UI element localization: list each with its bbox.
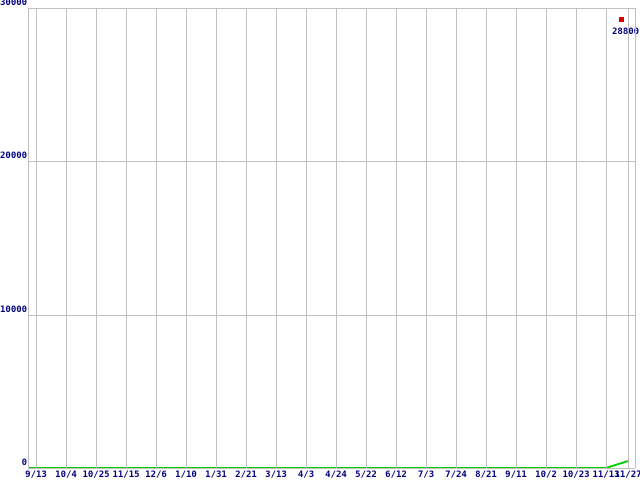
vertical-gridline — [126, 8, 127, 468]
x-axis-tick-label: 3/13 — [265, 470, 287, 480]
x-axis-tick-label: 10/23 — [562, 470, 590, 480]
x-axis-tick-label: 8/21 — [475, 470, 497, 480]
x-axis-tick-label: 2/21 — [235, 470, 257, 480]
x-axis-tick-label: 7/24 — [445, 470, 467, 480]
y-axis-tick-label: 10000 — [0, 305, 28, 315]
x-axis-tick-label: 5/22 — [355, 470, 377, 480]
vertical-gridline — [96, 8, 97, 468]
x-axis-tick-label: 7/3 — [417, 470, 435, 480]
y-axis-tick-label: 20000 — [0, 151, 28, 161]
x-axis-tick-label: 4/3 — [297, 470, 315, 480]
x-axis-tick-label: 10/4 — [55, 470, 77, 480]
vertical-gridline — [486, 8, 487, 468]
vertical-gridline — [576, 8, 577, 468]
vertical-gridline — [306, 8, 307, 468]
horizontal-gridline — [28, 161, 635, 162]
y-axis-tick-label: 0 — [21, 458, 27, 468]
x-axis-tick-label: 10/25 — [82, 470, 110, 480]
horizontal-gridline — [28, 315, 635, 316]
x-axis-tick-label: 11/13 — [592, 470, 620, 480]
vertical-gridline — [36, 8, 37, 468]
horizontal-gridline — [28, 468, 635, 469]
data-point-marker — [619, 17, 624, 23]
vertical-gridline — [28, 8, 29, 468]
x-axis-tick-label: 11/15 — [112, 470, 140, 480]
vertical-gridline — [396, 8, 397, 468]
x-axis-tick-label: 11/27 — [614, 470, 640, 480]
green-series-line — [28, 460, 629, 469]
horizontal-gridline — [28, 8, 635, 9]
vertical-gridline — [606, 8, 607, 468]
x-axis-tick-label: 9/11 — [505, 470, 527, 480]
x-axis-tick-label: 10/2 — [535, 470, 557, 480]
vertical-gridline — [628, 8, 629, 468]
x-axis-tick-label: 12/6 — [145, 470, 167, 480]
vertical-gridline — [186, 8, 187, 468]
vertical-gridline — [456, 8, 457, 468]
x-axis-tick-label: 6/12 — [385, 470, 407, 480]
vertical-gridline — [276, 8, 277, 468]
x-axis-tick-label: 1/31 — [205, 470, 227, 480]
vertical-gridline — [66, 8, 67, 468]
data-point-label: 28800 — [612, 27, 640, 38]
x-axis-tick-label: 9/13 — [25, 470, 47, 480]
vertical-gridline — [156, 8, 157, 468]
x-axis-tick-label: 1/10 — [175, 470, 197, 480]
vertical-gridline — [426, 8, 427, 468]
y-axis-tick-label: 30000 — [0, 0, 28, 8]
x-axis-tick-label: 4/24 — [325, 470, 347, 480]
vertical-gridline — [546, 8, 547, 468]
vertical-gridline — [516, 8, 517, 468]
vertical-gridline — [336, 8, 337, 468]
vertical-gridline — [635, 8, 636, 468]
vertical-gridline — [216, 8, 217, 468]
vertical-gridline — [366, 8, 367, 468]
vertical-gridline — [246, 8, 247, 468]
